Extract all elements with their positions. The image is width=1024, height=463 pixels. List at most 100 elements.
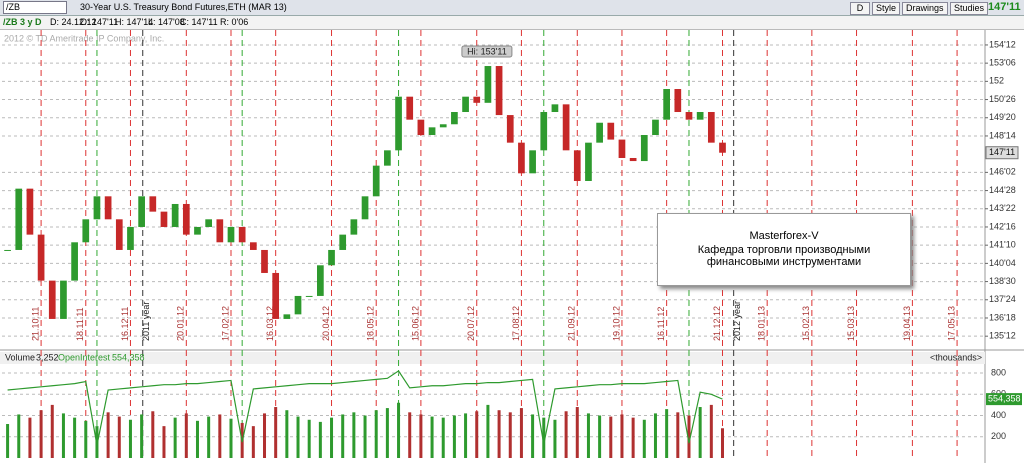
y-tick-label: 143'22 — [989, 203, 1016, 213]
candle-body — [618, 139, 626, 158]
volume-bar — [106, 412, 110, 458]
last-price-label: 147'11 — [989, 147, 1015, 157]
y-tick-label: 136'18 — [989, 312, 1016, 322]
volume-bar — [486, 404, 490, 458]
candle-body — [283, 314, 291, 319]
volume-bar — [542, 417, 546, 458]
candle-body — [573, 150, 581, 181]
candle-body — [182, 203, 190, 235]
x-tick-label: 19.04.13 — [902, 306, 912, 341]
x-tick-label: 16.03.12 — [265, 306, 275, 341]
studies-button[interactable]: Studies — [950, 2, 989, 15]
high-marker-box — [461, 45, 513, 58]
candle-body — [451, 112, 458, 125]
candle-body — [529, 150, 536, 174]
y-tick-label: 149'20 — [989, 112, 1016, 122]
candle-body — [361, 196, 369, 220]
y-tick-label: 154'12 — [989, 39, 1016, 49]
candle-body — [663, 89, 670, 120]
symbol-input[interactable]: /ZB — [3, 1, 67, 14]
volume-bar — [385, 408, 389, 458]
candle-body — [372, 165, 380, 197]
volume-bar — [531, 414, 535, 458]
volume-header — [0, 352, 985, 364]
volume-bar — [50, 404, 54, 458]
volume-bar — [475, 411, 479, 458]
volume-bar — [61, 413, 65, 458]
candle-body — [551, 104, 559, 113]
volume-bar — [687, 415, 691, 458]
y-tick-label: 144'28 — [989, 185, 1016, 195]
candle-body — [328, 249, 335, 266]
volume-bar — [464, 413, 468, 458]
info-date: D: 24.12.12 — [50, 17, 97, 27]
volume-bar — [195, 420, 199, 458]
annotation-text: Кафедра торговли производными финансовым… — [697, 244, 871, 268]
oi-tag — [986, 393, 1022, 406]
instrument-title: 30-Year U.S. Treasury Bond Futures,ETH (… — [80, 2, 287, 12]
candle-body — [562, 104, 570, 151]
x-tick-label: 20.07.12 — [466, 306, 476, 341]
volume-bar — [341, 414, 345, 458]
candle-body — [249, 242, 257, 250]
candle-body — [205, 219, 213, 227]
candle-body — [194, 226, 201, 235]
volume-name: Volume — [5, 352, 35, 362]
x-tick-label: 17.08.12 — [511, 306, 521, 341]
y-tick-label: 150'26 — [989, 94, 1016, 104]
candle-body — [127, 226, 134, 250]
volume-bar — [274, 407, 278, 458]
oi-tag-label: 554,358 — [988, 393, 1021, 403]
volume-bar — [653, 413, 657, 458]
candle-body — [104, 196, 112, 220]
chart-id: /ZB 3 y D — [3, 17, 42, 27]
candle-body — [707, 112, 715, 143]
volume-bar — [363, 415, 367, 458]
volume-bar — [497, 410, 501, 458]
volume-bar — [330, 417, 334, 458]
annotation-box: Masterforex-V Кафедра торговли производн… — [657, 213, 911, 286]
volume-bar — [419, 414, 423, 458]
candle-body — [15, 188, 23, 250]
candle-body — [26, 188, 34, 235]
style-button[interactable]: Style — [872, 2, 901, 15]
drawings-button[interactable]: Drawings — [902, 2, 948, 15]
candle-body — [640, 135, 648, 162]
volume-value: 3,252 — [36, 352, 59, 362]
volume-bar — [140, 414, 144, 458]
y-tick-label: 138'30 — [989, 276, 1016, 286]
volume-bar — [17, 414, 21, 458]
candle-body — [395, 96, 402, 151]
x-tick-label: 15.06.12 — [410, 306, 420, 341]
candle-body — [149, 196, 157, 212]
candle-body — [607, 122, 615, 140]
x-tick-label: 18.01.13 — [757, 306, 767, 341]
candle-body — [696, 112, 704, 120]
candle-body — [171, 203, 179, 227]
candle-body — [540, 112, 548, 151]
volume-bar — [709, 404, 713, 458]
candle-body — [495, 66, 503, 116]
aggregation-button[interactable]: D — [850, 2, 870, 15]
volume-bar — [519, 408, 523, 458]
y-tick-label: 146'02 — [989, 167, 1016, 177]
candle-body — [384, 150, 391, 166]
volume-bar — [263, 413, 267, 458]
candle-body — [506, 115, 514, 143]
candle-body — [82, 219, 90, 243]
x-tick-label: 15.02.13 — [801, 306, 811, 341]
volume-bar — [251, 426, 255, 458]
volume-bar — [642, 419, 646, 458]
annotation-title: Masterforex-V — [749, 230, 819, 242]
volume-bar — [296, 416, 300, 458]
volume-bar — [352, 412, 356, 458]
volume-bar — [117, 416, 121, 458]
volume-unit: <thousands> — [930, 352, 982, 362]
candle-body — [305, 295, 313, 297]
candle-body — [60, 280, 67, 319]
volume-tick-label: 200 — [991, 431, 1006, 441]
candle-body — [160, 211, 168, 227]
y-tick-label: 142'16 — [989, 221, 1016, 231]
volume-bar — [720, 428, 724, 458]
oi-value: 554,358 — [112, 352, 145, 362]
